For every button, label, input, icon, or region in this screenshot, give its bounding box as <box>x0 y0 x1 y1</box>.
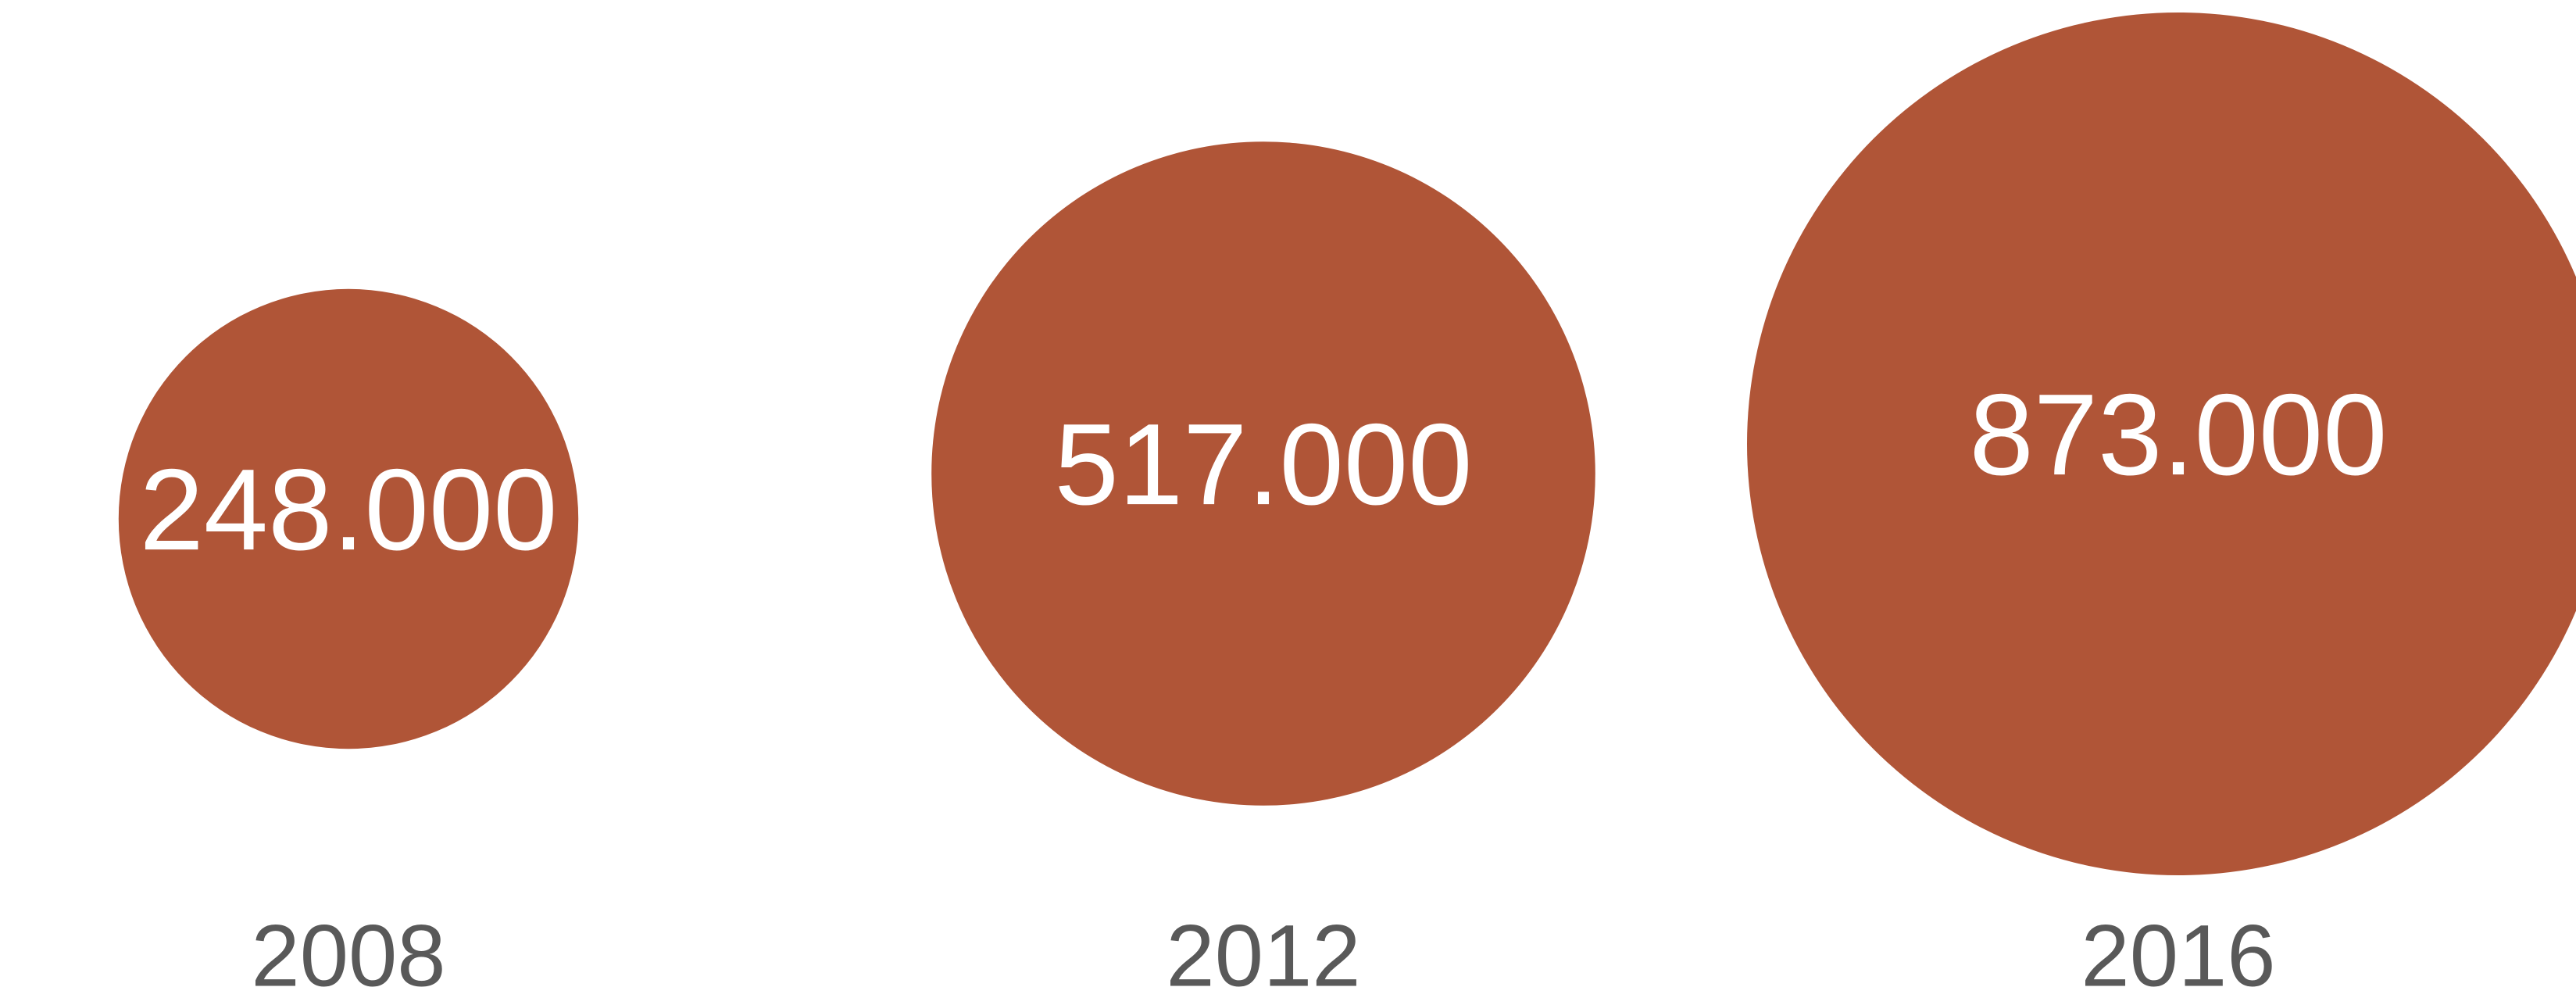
value-label-group: 248.000 517.000 873.000 <box>140 370 2388 574</box>
value-label-2012: 517.000 <box>1055 400 1473 529</box>
year-label-2008: 2008 <box>251 907 445 1005</box>
bubble-2012 <box>931 141 1595 806</box>
year-label-group: 2008 2012 2016 <box>251 907 2275 1005</box>
bubble-2016 <box>1747 13 2576 875</box>
bubble-group <box>118 13 2576 875</box>
value-label-2008: 248.000 <box>140 445 558 574</box>
year-label-2016: 2016 <box>2081 907 2275 1005</box>
value-label-2016: 873.000 <box>1970 370 2388 499</box>
year-label-2012: 2012 <box>1166 907 1360 1005</box>
bubble-2008 <box>118 288 579 749</box>
